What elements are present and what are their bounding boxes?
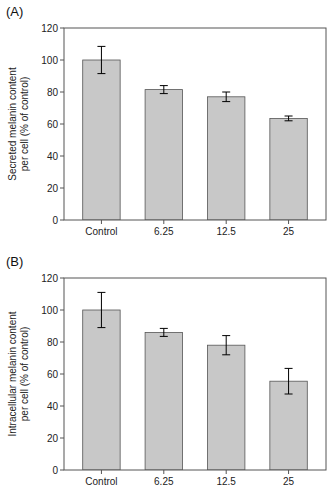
chart-container: 0 20 40 60 80 100 120 Control 6.25 12.5 25 Secreted… — [0, 0, 336, 500]
plot-frame — [64, 278, 326, 470]
y-tick-label: 40 — [47, 151, 59, 162]
y-tick-label: 80 — [47, 337, 59, 348]
error-bar — [222, 92, 230, 102]
y-tick-label: 20 — [47, 433, 59, 444]
bar — [270, 381, 307, 470]
bar — [270, 118, 307, 220]
bar — [83, 60, 120, 220]
y-tick — [60, 310, 64, 311]
y-tick — [60, 188, 64, 189]
error-bar — [160, 86, 168, 94]
bar — [207, 97, 244, 220]
bar — [83, 310, 120, 470]
y-tick-label: 100 — [41, 55, 58, 66]
plot-frame — [64, 28, 326, 220]
bar — [207, 345, 244, 470]
y-tick — [60, 28, 64, 29]
x-tick — [226, 220, 227, 224]
panel: 0 20 40 60 80 100 120 Control 6.25 12.5 25 Secreted… — [6, 4, 326, 237]
panel-label: (A) — [6, 4, 23, 19]
y-tick — [60, 374, 64, 375]
error-bar — [222, 336, 230, 355]
x-tick-label: 25 — [283, 476, 295, 487]
x-tick — [288, 220, 289, 224]
y-tick — [60, 156, 64, 157]
x-tick-label: Control — [85, 476, 117, 487]
y-tick-label: 0 — [52, 215, 58, 226]
error-bar — [285, 368, 293, 394]
y-tick-label: 20 — [47, 183, 59, 194]
x-tick — [101, 220, 102, 224]
y-axis-label: Secreted melanin contentper cell (% of c… — [7, 67, 30, 181]
x-tick-label: 25 — [283, 226, 295, 237]
y-tick — [60, 438, 64, 439]
y-tick-label: 100 — [41, 305, 58, 316]
error-bar — [97, 46, 105, 73]
x-tick — [288, 470, 289, 474]
error-bar — [97, 292, 105, 327]
x-tick-label: 6.25 — [154, 226, 174, 237]
y-tick — [60, 406, 64, 407]
error-bar — [160, 328, 168, 336]
y-tick — [60, 124, 64, 125]
x-tick-label: 6.25 — [154, 476, 174, 487]
y-tick-label: 60 — [47, 119, 59, 130]
bar — [145, 90, 182, 220]
x-tick — [163, 220, 164, 224]
x-tick — [226, 470, 227, 474]
y-tick-label: 60 — [47, 369, 59, 380]
panel: 0 20 40 60 80 100 120 Control 6.25 12.5 25 Intracel… — [6, 254, 326, 487]
y-tick — [60, 220, 64, 221]
y-tick — [60, 60, 64, 61]
x-tick-label: 12.5 — [216, 226, 236, 237]
x-tick — [163, 470, 164, 474]
marks — [83, 46, 308, 220]
y-tick — [60, 92, 64, 93]
x-tick-label: Control — [85, 226, 117, 237]
y-tick — [60, 278, 64, 279]
bar — [145, 332, 182, 470]
x-tick-label: 12.5 — [216, 476, 236, 487]
x-tick — [101, 470, 102, 474]
y-tick-label: 120 — [41, 273, 58, 284]
marks — [83, 292, 308, 470]
y-tick-label: 80 — [47, 87, 59, 98]
panel-label: (B) — [6, 254, 23, 269]
y-tick-label: 0 — [52, 465, 58, 476]
y-tick — [60, 470, 64, 471]
y-tick-label: 40 — [47, 401, 59, 412]
y-tick-label: 120 — [41, 23, 58, 34]
error-bar — [285, 116, 293, 121]
y-tick — [60, 342, 64, 343]
y-axis-label: Intracellular melanin contentper cell (%… — [7, 311, 30, 436]
figure: 0 20 40 60 80 100 120 Control 6.25 12.5 25 Secreted… — [0, 0, 336, 500]
